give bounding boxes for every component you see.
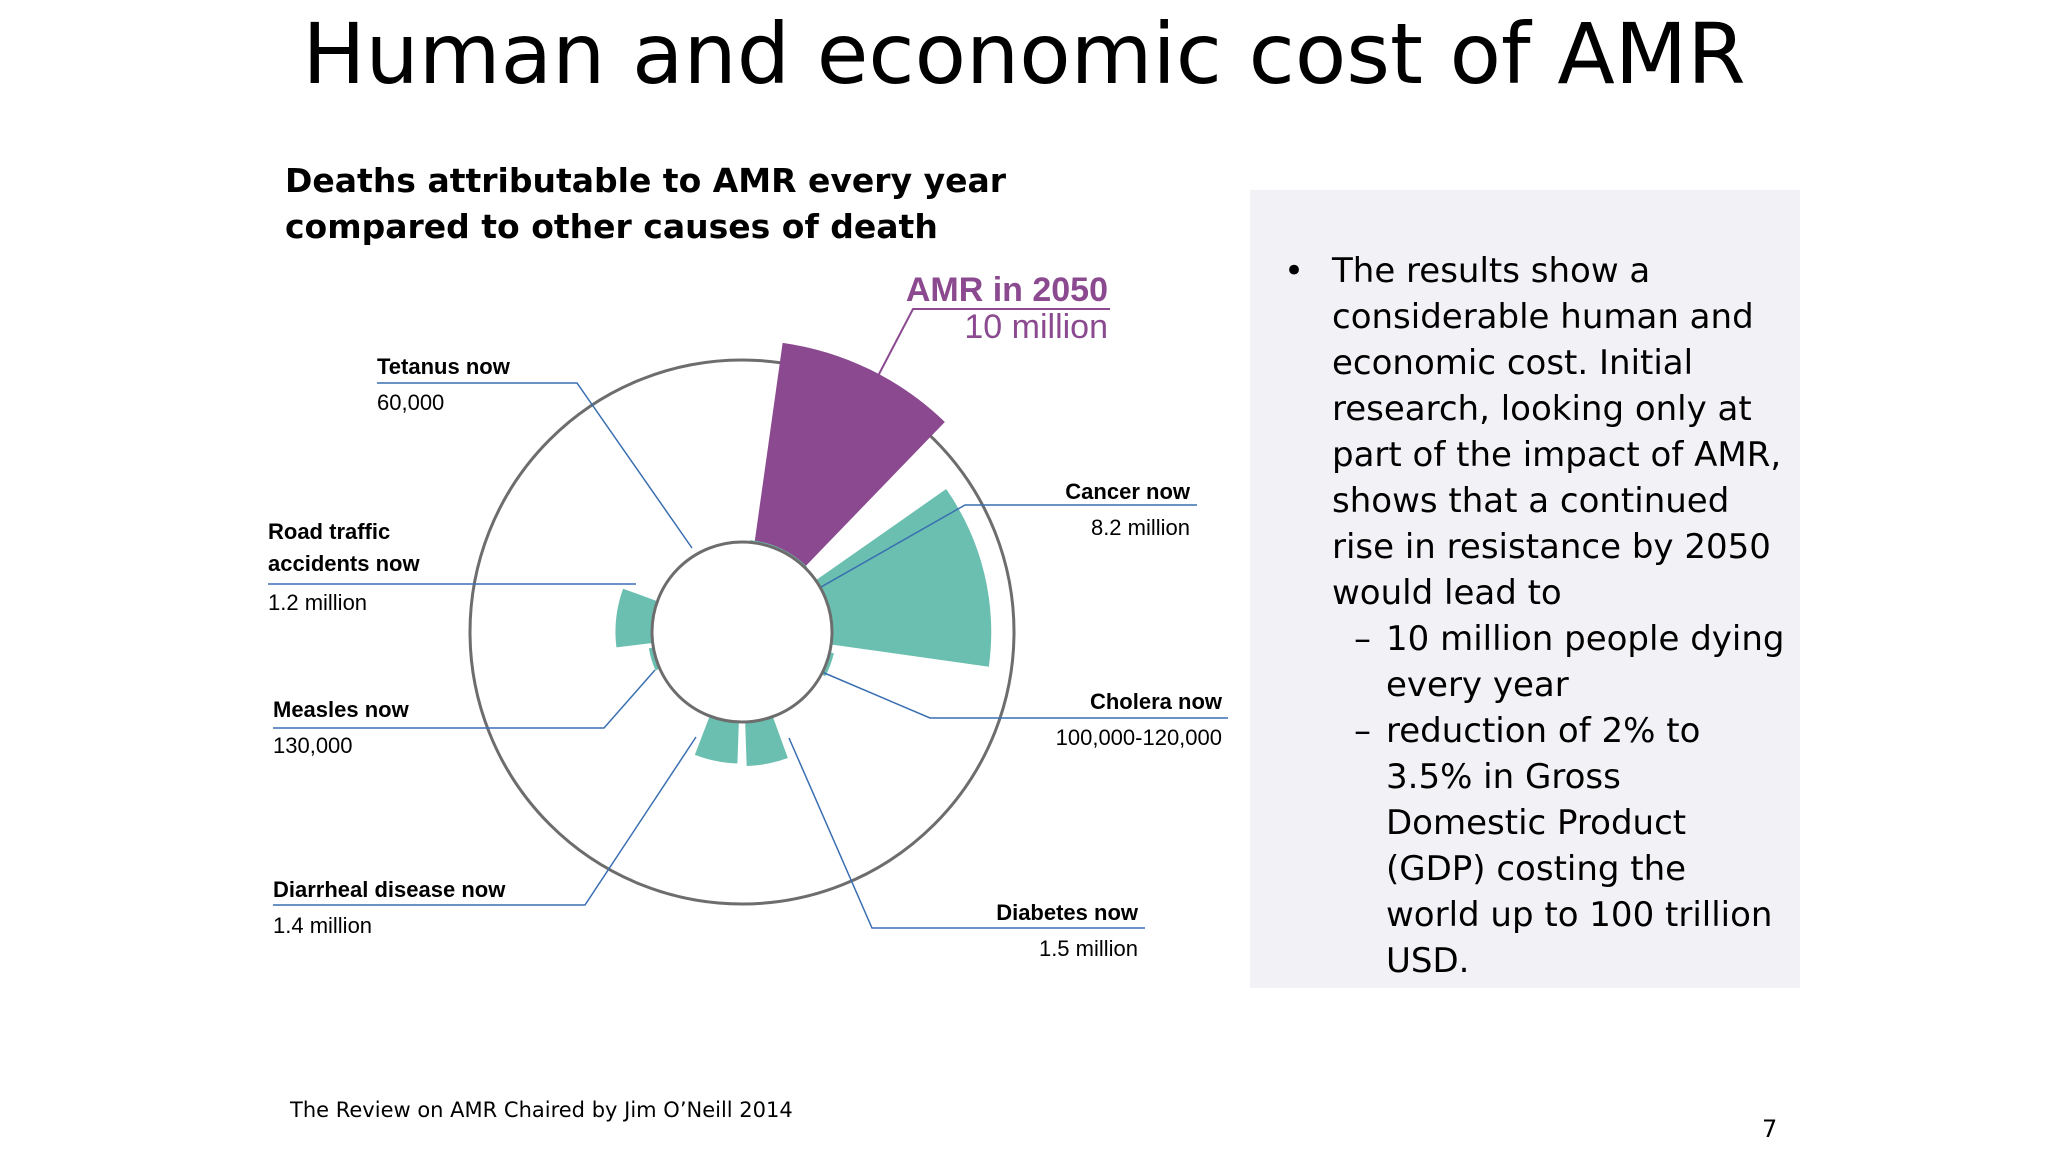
chart-title: Deaths attributable to AMR every year co…	[285, 161, 1007, 246]
cause-label: accidents now	[268, 551, 420, 576]
cause-label: Tetanus now	[377, 354, 511, 379]
cause-value-label: 1.2 million	[268, 590, 367, 615]
dash-icon: –	[1354, 711, 1371, 751]
leader-line	[273, 669, 656, 729]
source-citation: The Review on AMR Chaired by Jim O’Neill…	[290, 1098, 793, 1122]
amr-2050-label: AMR in 2050	[906, 271, 1108, 309]
cause-label: Diarrheal disease now	[273, 877, 506, 902]
cause-sector	[615, 588, 658, 648]
cause-label: Road traffic	[268, 519, 390, 544]
amr-leader-line	[877, 308, 1110, 377]
cause-label: Diabetes now	[996, 900, 1139, 925]
cause-value-label: 100,000-120,000	[1056, 725, 1222, 750]
bullet-icon: •	[1284, 251, 1305, 291]
amr-2050-value: 10 million	[964, 308, 1108, 346]
leader-line	[273, 736, 697, 906]
inner-circle	[650, 540, 834, 724]
outer-circle	[468, 358, 1016, 906]
leader-line	[821, 671, 1228, 719]
amr-2050-sector	[754, 342, 945, 568]
cause-sector	[815, 489, 992, 667]
cause-sector	[694, 716, 739, 764]
dash-icon: –	[1354, 619, 1371, 659]
cause-value-label: 130,000	[273, 733, 353, 758]
cause-label: Measles now	[273, 697, 410, 722]
cause-value-label: 1.5 million	[1039, 936, 1138, 961]
cause-value-label: 60,000	[377, 390, 444, 415]
summary-sub-item-text: 10 million people dying every year	[1386, 619, 1785, 705]
summary-sub-list: – 10 million people dying every year – r…	[1354, 616, 1788, 984]
summary-bullet-text: The results show a considerable human an…	[1332, 251, 1782, 613]
page-number: 7	[1762, 1115, 1778, 1143]
summary-sub-item: – reduction of 2% to 3.5% in Gross Domes…	[1354, 708, 1788, 984]
summary-sub-item: – 10 million people dying every year	[1354, 616, 1788, 708]
polar-chart: Tetanus now 60,000 Cancer now 8.2 million Ch…	[268, 271, 1228, 961]
cause-sector	[745, 716, 788, 767]
summary-sub-item-text: reduction of 2% to 3.5% in Gross Domesti…	[1386, 711, 1773, 981]
cause-label: Cancer now	[1065, 479, 1191, 504]
summary-panel: • The results show a considerable human …	[1250, 190, 1800, 988]
cause-value-label: 1.4 million	[273, 913, 372, 938]
summary-bullet: • The results show a considerable human …	[1284, 248, 1788, 616]
cause-value-label: 8.2 million	[1091, 515, 1190, 540]
leader-line	[788, 737, 1145, 929]
leader-line	[377, 382, 693, 549]
slide-title: Human and economic cost of AMR	[302, 5, 1746, 103]
cause-label: Cholera now	[1090, 689, 1223, 714]
